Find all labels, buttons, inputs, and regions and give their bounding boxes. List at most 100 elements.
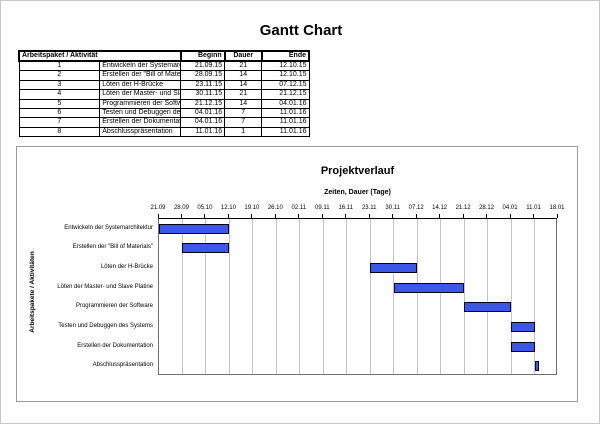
cell-dauer: 1 xyxy=(224,126,263,138)
gantt-chart-frame: Projektverlauf Zeiten, Dauer (Tage) Arbe… xyxy=(16,146,578,402)
gridline xyxy=(369,219,371,374)
x-tick-label: 07.12 xyxy=(408,205,424,211)
cell-dauer: 14 xyxy=(224,70,263,81)
x-axis-tick xyxy=(462,214,464,218)
cell-nr: 6 xyxy=(18,108,101,119)
x-tick-label: 02.11 xyxy=(291,205,307,211)
gridline xyxy=(228,219,230,374)
header-ende: Ende xyxy=(260,50,311,62)
chart-title: Projektverlauf xyxy=(320,165,395,177)
gridline xyxy=(510,219,512,374)
cell-ende: 12.10.15 xyxy=(261,70,310,81)
cell-nr: 3 xyxy=(18,79,101,91)
x-axis-tick xyxy=(439,214,441,218)
x-tick-label: 16.11 xyxy=(338,205,354,211)
table-header-row: Arbeitspaket / Aktivität Beginn Dauer En… xyxy=(18,50,311,62)
gantt-bar xyxy=(159,223,230,234)
cell-ende: 11.01.16 xyxy=(261,117,310,128)
x-tick-label: 26.10 xyxy=(267,205,283,211)
cell-beginn: 04.01.16 xyxy=(180,117,226,128)
table-header: Arbeitspaket / Aktivität Beginn Dauer En… xyxy=(18,50,311,62)
cell-nr: 8 xyxy=(18,126,101,138)
gridline xyxy=(275,219,277,374)
gantt-bar xyxy=(393,282,465,293)
gridline xyxy=(346,219,348,374)
y-category-label: Entwickeln der Systemarchitektur xyxy=(64,224,153,231)
cell-beginn: 30.11.15 xyxy=(180,89,226,100)
x-tick-label: 14.12 xyxy=(432,205,448,211)
x-tick-label: 28.09 xyxy=(173,205,189,211)
cell-activity: Erstellen der "Bill of Materials" xyxy=(99,70,182,81)
cell-beginn: 28.09.15 xyxy=(180,70,226,81)
x-tick-label: 23.11 xyxy=(361,205,377,211)
gantt-bar xyxy=(534,361,539,372)
gridline xyxy=(299,219,301,374)
x-tick-label: 19.10 xyxy=(244,205,260,211)
gridline xyxy=(252,219,254,374)
cell-ende: 04.01.16 xyxy=(261,98,310,110)
chart-subtitle: Zeiten, Dauer (Tage) xyxy=(324,189,391,196)
header-dauer: Dauer xyxy=(223,50,263,62)
cell-activity: Erstellen der Dokumentation xyxy=(99,117,182,128)
gridline xyxy=(322,219,324,374)
y-category-label: Abschlusspräsentation xyxy=(92,362,153,369)
x-axis-tick xyxy=(345,214,347,218)
x-tick-label: 12.10 xyxy=(220,205,236,211)
x-axis-tick xyxy=(392,214,394,218)
cell-activity: Abschlusspräsentation xyxy=(99,126,182,138)
cell-beginn: 23.11.15 xyxy=(180,79,226,91)
x-tick-label: 05.10 xyxy=(197,205,213,211)
table-row: 3 Löten der H-Brücke 23.11.15 14 07.12.15 xyxy=(18,79,310,91)
x-tick-label: 11.01 xyxy=(526,205,541,211)
cell-ende: 07.12.15 xyxy=(261,79,310,91)
x-axis-tick xyxy=(274,214,276,218)
cell-dauer: 14 xyxy=(224,79,263,91)
cell-dauer: 7 xyxy=(224,117,263,128)
x-axis-tick xyxy=(157,214,159,218)
y-category-label: Testen und Debuggen des Systems xyxy=(58,322,153,329)
x-axis-tick xyxy=(298,214,300,218)
gridline xyxy=(487,219,489,374)
gridline xyxy=(534,219,536,374)
gridline xyxy=(181,219,183,374)
gantt-bar xyxy=(511,341,535,352)
gantt-bar xyxy=(182,243,230,254)
x-axis-tick xyxy=(204,214,206,218)
x-axis-tick xyxy=(415,214,417,218)
cell-ende: 11.01.16 xyxy=(261,126,310,138)
cell-ende: 11.01.16 xyxy=(261,108,310,119)
x-axis-tick xyxy=(227,214,229,218)
cell-dauer: 7 xyxy=(224,108,263,119)
y-category-label: Programmieren der Software xyxy=(75,303,153,310)
gridline xyxy=(440,219,442,374)
cell-activity: Löten der H-Brücke xyxy=(99,79,182,91)
y-category-label: Erstellen der "Bill of Materials" xyxy=(72,244,153,251)
cell-beginn: 11.01.16 xyxy=(180,126,226,138)
cell-ende: 12.10.15 xyxy=(261,60,310,72)
cell-nr: 7 xyxy=(18,117,101,128)
page-title: Gantt Chart xyxy=(259,22,343,39)
x-axis-tick xyxy=(533,214,535,218)
cell-beginn: 21.12.15 xyxy=(180,98,226,110)
y-category-label: Erstellen der Dokumentation xyxy=(77,342,153,349)
cell-dauer: 21 xyxy=(224,60,263,72)
x-tick-label: 09.11 xyxy=(314,205,330,211)
gantt-bar xyxy=(464,302,512,313)
header-activity: Arbeitspaket / Aktivität xyxy=(18,50,182,62)
x-tick-label: 28.12 xyxy=(479,205,495,211)
cell-nr: 2 xyxy=(18,70,101,81)
cell-nr: 4 xyxy=(18,89,101,100)
gridline xyxy=(463,219,465,374)
cell-ende: 21.12.15 xyxy=(261,89,310,100)
x-tick-label: 21.12 xyxy=(455,205,471,211)
x-axis-tick xyxy=(251,214,253,218)
y-category-label: Löten der H-Brücke xyxy=(100,264,153,271)
x-tick-label: 04.01 xyxy=(502,205,518,211)
